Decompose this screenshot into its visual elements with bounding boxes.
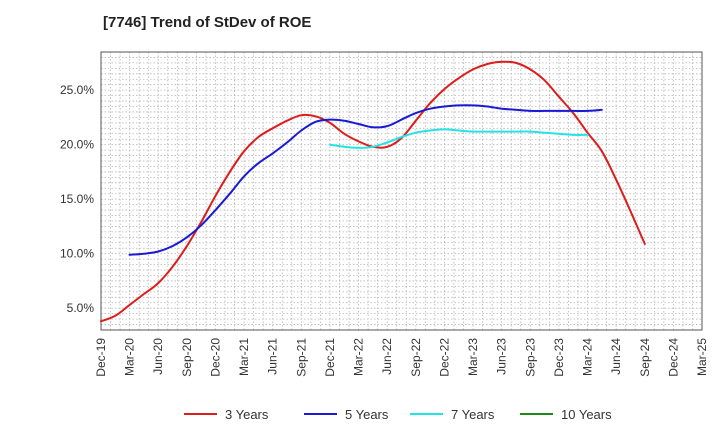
x-tick-label: Sep-22 — [409, 338, 423, 377]
x-tick-label: Jun-24 — [609, 338, 623, 375]
legend-label-5-years: 5 Years — [345, 407, 389, 422]
x-tick-label: Jun-20 — [151, 338, 165, 375]
plot-border — [100, 51, 703, 331]
series-lines — [100, 60, 646, 323]
x-tick-label: Mar-23 — [466, 338, 480, 376]
x-tick-label: Sep-24 — [638, 338, 652, 377]
series-line-7-years — [329, 128, 589, 149]
x-tick-label: Dec-20 — [208, 338, 222, 377]
x-tick-label: Mar-24 — [581, 338, 595, 376]
x-tick-label: Dec-23 — [552, 338, 566, 377]
y-tick-label: 15.0% — [60, 192, 94, 206]
series-line-5-years — [128, 104, 603, 256]
x-tick-label: Mar-25 — [695, 338, 709, 376]
series-line-3-years — [100, 60, 646, 323]
y-tick-label: 20.0% — [60, 138, 94, 152]
legend-label-7-years: 7 Years — [451, 407, 495, 422]
x-tick-label: Sep-21 — [294, 338, 308, 377]
x-tick-label: Sep-23 — [523, 338, 537, 377]
y-axis: 5.0% 10.0% 15.0% 20.0% 25.0% — [60, 83, 94, 315]
x-tick-label: Jun-21 — [266, 338, 280, 375]
x-axis: Dec-19 Mar-20 Jun-20 Sep-20 Dec-20 Mar-21 Jun-… — [94, 338, 709, 377]
x-tick-label: Dec-21 — [323, 338, 337, 377]
legend-label-10-years: 10 Years — [561, 407, 612, 422]
y-tick-label: 5.0% — [67, 301, 95, 315]
grid — [101, 52, 702, 330]
x-tick-label: Dec-22 — [437, 338, 451, 377]
y-tick-label: 10.0% — [60, 247, 94, 261]
legend-label-3-years: 3 Years — [225, 407, 269, 422]
x-tick-label: Mar-21 — [237, 338, 251, 376]
x-tick-label: Sep-20 — [180, 338, 194, 377]
legend: 3 Years 5 Years 7 Years 10 Years — [184, 407, 612, 422]
x-tick-label: Jun-23 — [495, 338, 509, 375]
x-tick-label: Mar-22 — [352, 338, 366, 376]
x-tick-label: Jun-22 — [380, 338, 394, 375]
x-tick-label: Mar-20 — [123, 338, 137, 376]
chart-title: [7746] Trend of StDev of ROE — [103, 14, 312, 31]
x-tick-label: Dec-19 — [94, 338, 108, 377]
x-tick-label: Dec-24 — [666, 338, 680, 377]
y-tick-label: 25.0% — [60, 83, 94, 97]
